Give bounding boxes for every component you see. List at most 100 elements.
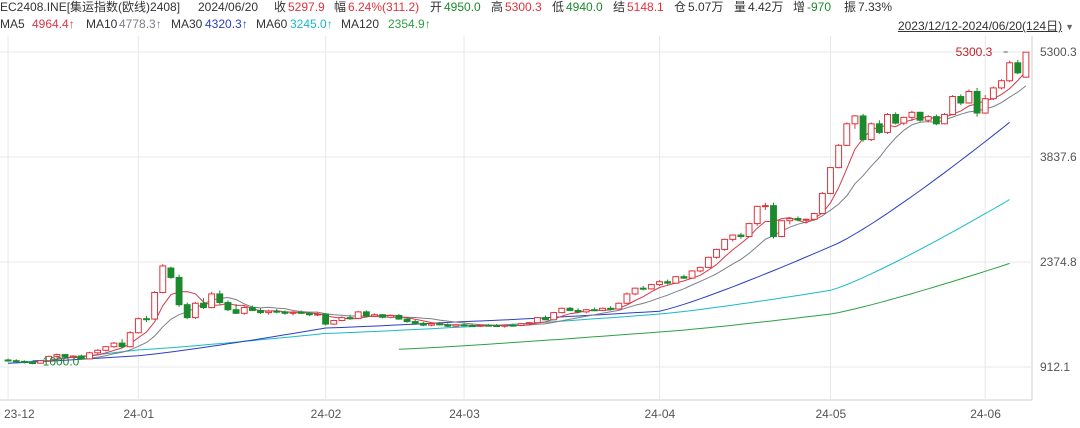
candle bbox=[460, 323, 468, 327]
candle bbox=[29, 361, 36, 365]
candle-body-down bbox=[143, 318, 150, 321]
candle bbox=[12, 359, 20, 363]
candle-body-down bbox=[794, 218, 802, 221]
candle bbox=[175, 274, 183, 307]
candle bbox=[37, 359, 45, 364]
candle-body-up bbox=[371, 314, 378, 317]
candle bbox=[566, 306, 574, 312]
candle-body-up bbox=[949, 96, 957, 115]
date-range-selector[interactable]: 2023/12/12-2024/06/20(124日) ▼ bbox=[898, 17, 1074, 34]
candle bbox=[216, 290, 224, 305]
candle-body-up bbox=[965, 91, 973, 104]
candle bbox=[965, 89, 973, 104]
candle bbox=[452, 324, 460, 327]
candle bbox=[672, 275, 680, 284]
candle-body-down bbox=[574, 309, 582, 313]
candle bbox=[998, 79, 1005, 90]
candle-body-up bbox=[729, 234, 737, 240]
amplitude-value: 7.33% bbox=[858, 0, 893, 14]
candle bbox=[770, 202, 777, 239]
candle-body-up bbox=[981, 98, 989, 114]
candle bbox=[436, 321, 444, 326]
candle-body-up bbox=[827, 167, 834, 194]
high-label: 高 bbox=[491, 0, 504, 14]
candle bbox=[428, 322, 435, 327]
candle-body-up bbox=[533, 317, 541, 324]
candle bbox=[973, 87, 981, 117]
candle bbox=[134, 317, 142, 334]
candle-body-up bbox=[69, 355, 77, 358]
candle-body-down bbox=[607, 307, 615, 310]
candle-body-down bbox=[61, 354, 69, 358]
candle-body-down bbox=[680, 276, 688, 279]
candle-body-down bbox=[542, 317, 549, 321]
candle bbox=[989, 86, 997, 101]
ma120-label: MA120 bbox=[341, 17, 380, 31]
candle-body-down bbox=[1014, 62, 1022, 74]
candle-body-up bbox=[835, 144, 843, 169]
candle-body-up bbox=[786, 218, 794, 222]
ma5-line bbox=[40, 70, 1027, 363]
candle bbox=[387, 314, 395, 319]
candle-body-down bbox=[485, 324, 492, 327]
oi-change-value: -970 bbox=[807, 0, 832, 14]
candle-body-down bbox=[257, 309, 264, 314]
x-tick-label: 24-03 bbox=[449, 407, 480, 421]
candle-body-down bbox=[297, 311, 305, 314]
candle bbox=[297, 310, 305, 315]
candle bbox=[615, 302, 623, 310]
candle bbox=[191, 301, 199, 320]
candle bbox=[647, 283, 655, 290]
high-value: 5300.3 bbox=[505, 0, 542, 14]
candle-body-down bbox=[411, 321, 419, 324]
candle-body-up bbox=[550, 312, 558, 321]
candle bbox=[183, 302, 191, 320]
candle bbox=[305, 311, 313, 317]
candle-body-up bbox=[37, 360, 45, 364]
candle bbox=[713, 248, 720, 259]
candle bbox=[761, 202, 769, 210]
candle-body-up bbox=[86, 352, 93, 360]
candle bbox=[102, 345, 110, 352]
candle bbox=[476, 324, 484, 327]
candle bbox=[371, 313, 378, 317]
candle-body-down bbox=[444, 324, 452, 327]
candle-body-up bbox=[289, 311, 297, 314]
candle bbox=[501, 324, 509, 328]
ma-legend: MA5 4964.4↑ MA10 4778.3↑ MA30 4320.3↑ MA… bbox=[0, 17, 1080, 33]
ma30-label: MA30 bbox=[171, 17, 203, 31]
candle bbox=[493, 324, 501, 328]
candle-body-up bbox=[818, 192, 826, 215]
candle bbox=[778, 219, 786, 238]
settle-value: 5148.1 bbox=[627, 0, 664, 14]
candle-body-up bbox=[191, 302, 199, 319]
candle-body-down bbox=[932, 116, 940, 125]
open-value: 4950.0 bbox=[444, 0, 481, 14]
candle bbox=[623, 292, 631, 304]
candle-body-up bbox=[884, 113, 891, 133]
candle bbox=[900, 116, 908, 126]
candle-body-up bbox=[582, 309, 590, 313]
candle bbox=[827, 166, 834, 195]
candle bbox=[932, 114, 940, 126]
candle bbox=[77, 354, 85, 360]
ma5-label: MA5 bbox=[0, 17, 25, 31]
candle bbox=[590, 307, 598, 312]
candle bbox=[232, 303, 240, 315]
candle-body-down bbox=[224, 302, 232, 311]
candle bbox=[753, 205, 761, 226]
candle bbox=[957, 94, 965, 106]
candle-body-up bbox=[94, 349, 102, 354]
candle bbox=[794, 216, 802, 222]
candle-body-down bbox=[281, 311, 289, 314]
candle-body-down bbox=[4, 359, 12, 362]
candle-body-down bbox=[419, 322, 427, 326]
candle-body-up bbox=[745, 223, 753, 238]
candle bbox=[533, 316, 541, 324]
ma10-value: 4778.3↑ bbox=[119, 17, 162, 31]
candle bbox=[240, 306, 248, 315]
candle-body-up bbox=[110, 342, 118, 348]
candle-body-down bbox=[957, 96, 965, 104]
candle bbox=[542, 315, 549, 321]
candle bbox=[745, 222, 753, 238]
